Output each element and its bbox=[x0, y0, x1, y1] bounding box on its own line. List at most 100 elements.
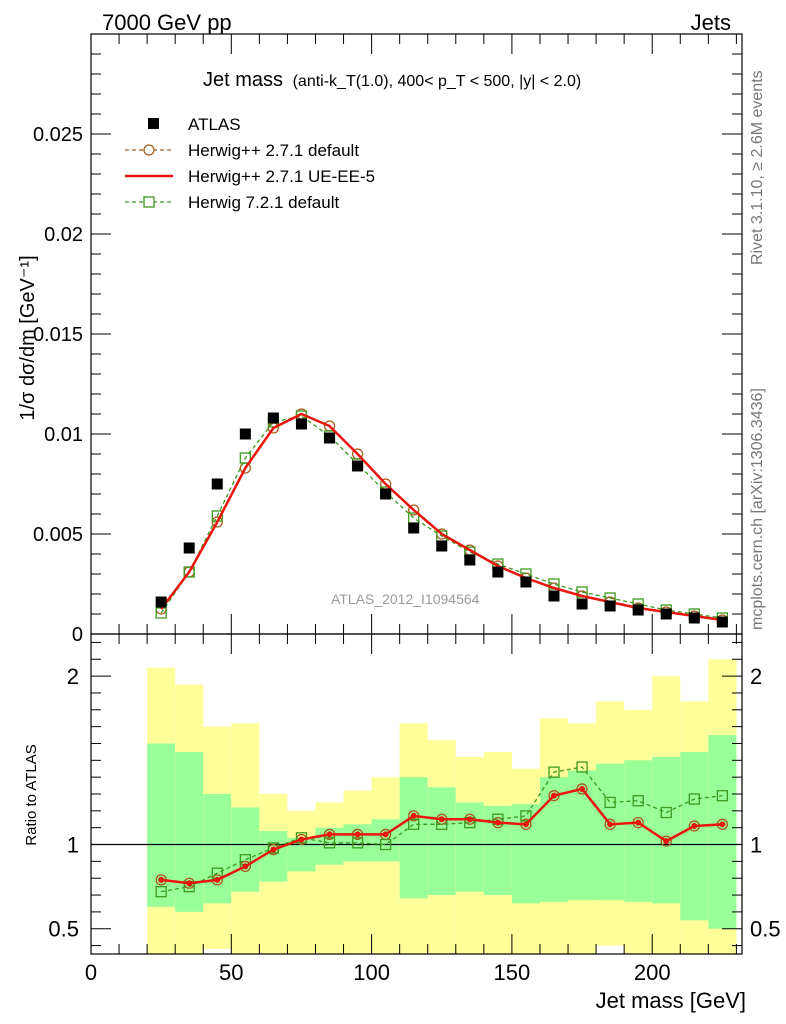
ratio-point-herwig-2-7-1-ue-ee-5 bbox=[410, 812, 417, 819]
ratio-point-herwig-2-7-1-ue-ee-5 bbox=[158, 876, 165, 883]
main-line-herwig-2-7-1-ue-ee-5 bbox=[160, 412, 723, 622]
ratio-point-herwig-2-7-1-ue-ee-5 bbox=[186, 880, 193, 887]
main-y-tick-label: 0.02 bbox=[44, 224, 83, 246]
ratio-inner-band-bin bbox=[483, 805, 512, 896]
main-point-herwig-2-7-1-default bbox=[408, 504, 420, 516]
ratio-inner-band-bin bbox=[427, 787, 456, 896]
ratio-point-herwig-7-2-1-default bbox=[576, 761, 588, 773]
ratio-y-tick-label-right: 0.5 bbox=[750, 917, 781, 942]
main-point-atlas bbox=[576, 598, 588, 610]
ratio-y-tick-label-right: 2 bbox=[750, 664, 762, 689]
main-point-atlas bbox=[295, 418, 307, 430]
mcplots-reference-label: mcplots.cern.ch [arXiv:1306.3436] bbox=[749, 388, 766, 630]
ratio-point-herwig-2-7-1-ue-ee-5 bbox=[607, 821, 614, 828]
ratio-inner-band-bin bbox=[680, 751, 709, 921]
main-point-atlas bbox=[239, 428, 251, 440]
main-point-atlas bbox=[688, 612, 700, 624]
ratio-point-herwig-2-7-1-ue-ee-5 bbox=[326, 831, 333, 838]
ratio-point-herwig-2-7-1-default bbox=[660, 835, 672, 847]
main-point-atlas bbox=[183, 542, 195, 554]
ratio-point-herwig-7-2-1-default bbox=[548, 766, 560, 778]
analysis-id-label: ATLAS_2012_I1094564 bbox=[331, 591, 480, 607]
ratio-point-herwig-7-2-1-default bbox=[604, 796, 616, 809]
ratio-point-herwig-7-2-1-default bbox=[323, 837, 336, 849]
ratio-point-herwig-7-2-1-default bbox=[632, 795, 644, 807]
ratio-point-herwig-7-2-1-default bbox=[716, 790, 729, 802]
rivet-version-label: Rivet 3.1.10, ≥ 2.6M events bbox=[749, 70, 766, 265]
ratio-line-herwig-7-2-1-default bbox=[161, 766, 723, 893]
main-axes: 0 0.005 0.01 0.015 0.02 0.025 bbox=[33, 33, 743, 646]
ratio-point-herwig-2-7-1-ue-ee-5 bbox=[719, 821, 726, 828]
ratio-outer-band-bin bbox=[371, 777, 400, 954]
ratio-point-herwig-7-2-1-default bbox=[379, 838, 392, 851]
ratio-inner-band-bin bbox=[624, 760, 653, 902]
main-plot-marks bbox=[155, 408, 729, 628]
ratio-inner-band-bin bbox=[371, 819, 400, 862]
ratio-point-herwig-2-7-1-ue-ee-5 bbox=[522, 821, 529, 828]
ratio-point-herwig-7-2-1-default bbox=[688, 793, 700, 805]
main-y-tick-label: 0 bbox=[72, 624, 83, 646]
ratio-point-herwig-2-7-1-ue-ee-5 bbox=[691, 823, 698, 829]
main-point-herwig-7-2-1-default bbox=[183, 566, 195, 578]
ratio-panel: 0.5 0.5 1 1 2 2 0 50 100 150 200 Ratio to ATLAS Je… bbox=[23, 633, 781, 1013]
main-y-tick-label: 0.01 bbox=[44, 424, 83, 446]
legend-label-herwig-2-7-1-ue-ee-5: Herwig++ 2.7.1 UE-EE-5 bbox=[188, 167, 375, 186]
main-point-atlas bbox=[492, 566, 504, 578]
ratio-point-herwig-2-7-1-ue-ee-5 bbox=[550, 792, 557, 799]
ratio-point-herwig-2-7-1-ue-ee-5 bbox=[579, 785, 586, 792]
ratio-y-tick-label: 2 bbox=[67, 664, 79, 689]
main-point-atlas bbox=[211, 478, 223, 490]
main-panel: 0 0.005 0.01 0.015 0.02 0.025 Jet mass (anti-… bbox=[17, 33, 743, 646]
ratio-point-herwig-2-7-1-ue-ee-5 bbox=[382, 831, 389, 838]
ratio-inner-band-bin bbox=[399, 777, 428, 899]
ratio-y-axis-label: Ratio to ATLAS bbox=[23, 744, 40, 845]
main-y-tick-label: 0.025 bbox=[33, 124, 83, 146]
main-point-atlas bbox=[408, 522, 420, 534]
legend-marker-herwig-7-2-1-default bbox=[143, 196, 155, 208]
main-point-atlas bbox=[604, 600, 616, 612]
ratio-point-herwig-2-7-1-ue-ee-5 bbox=[214, 876, 221, 883]
main-point-atlas bbox=[155, 596, 167, 608]
legend-marker-atlas bbox=[148, 118, 159, 129]
ratio-inner-band-bin bbox=[596, 763, 625, 901]
main-point-herwig-2-7-1-default bbox=[211, 516, 223, 528]
ratio-inner-band-bin bbox=[231, 807, 260, 892]
legend-label-herwig-7-2-1-default: Herwig 7.2.1 default bbox=[188, 193, 339, 212]
ratio-point-herwig-2-7-1-ue-ee-5 bbox=[354, 831, 361, 838]
main-y-tick-label: 0.005 bbox=[33, 524, 83, 546]
legend-marker-herwig-2-7-1-default bbox=[143, 144, 155, 156]
x-tick-label: 50 bbox=[219, 960, 243, 985]
x-axis-label: Jet mass [GeV] bbox=[596, 988, 746, 1013]
main-point-atlas bbox=[267, 412, 279, 424]
ratio-point-herwig-7-2-1-default bbox=[408, 818, 420, 830]
ratio-outer-band-bin bbox=[343, 790, 372, 954]
ratio-inner-band-bin bbox=[455, 802, 484, 892]
title-main: Jet mass bbox=[203, 69, 283, 91]
main-point-herwig-7-2-1-default bbox=[239, 452, 251, 464]
ratio-plot-marks bbox=[91, 761, 742, 898]
main-point-atlas bbox=[660, 608, 672, 620]
ratio-y-tick-label: 1 bbox=[67, 833, 79, 858]
main-line-herwig-7-2-1-default bbox=[160, 415, 723, 619]
main-point-atlas bbox=[464, 554, 476, 566]
ratio-point-herwig-2-7-1-ue-ee-5 bbox=[242, 863, 249, 870]
x-tick-label: 150 bbox=[494, 960, 531, 985]
ratio-point-herwig-2-7-1-default bbox=[239, 860, 251, 873]
main-title: Jet mass (anti-k_T(1.0), 400< p_T < 500,… bbox=[203, 69, 581, 91]
ratio-point-herwig-7-2-1-default bbox=[351, 837, 364, 849]
ratio-point-herwig-2-7-1-ue-ee-5 bbox=[635, 819, 642, 826]
main-y-axis-label: 1/σ dσ/dm [GeV⁻¹] bbox=[17, 255, 39, 420]
header-left-label: 7000 GeV pp bbox=[102, 10, 232, 35]
main-point-atlas bbox=[632, 604, 644, 616]
legend-label-atlas: ATLAS bbox=[188, 115, 241, 134]
ratio-point-herwig-7-2-1-default bbox=[520, 810, 532, 822]
ratio-point-herwig-2-7-1-ue-ee-5 bbox=[663, 838, 670, 845]
ratio-y-tick-label: 0.5 bbox=[48, 917, 79, 942]
ratio-point-herwig-2-7-1-ue-ee-5 bbox=[438, 816, 445, 823]
ratio-outer-band-bin bbox=[315, 802, 344, 954]
main-point-atlas bbox=[520, 576, 532, 588]
ratio-axes: 0.5 0.5 1 1 2 2 0 50 100 150 200 bbox=[48, 633, 781, 985]
ratio-point-herwig-7-2-1-default bbox=[660, 806, 672, 819]
x-tick-label: 100 bbox=[353, 960, 390, 985]
